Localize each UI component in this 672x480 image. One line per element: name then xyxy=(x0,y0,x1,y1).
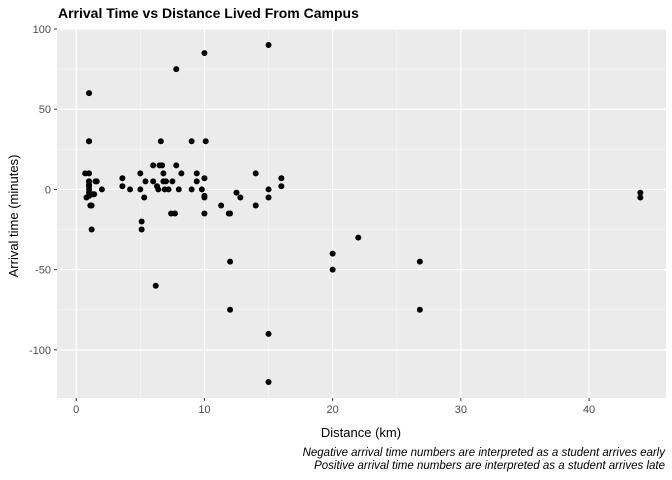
data-point xyxy=(157,138,164,145)
data-point xyxy=(188,138,195,145)
data-point xyxy=(329,250,336,257)
data-point xyxy=(142,178,149,185)
data-point xyxy=(278,183,285,190)
data-point xyxy=(278,175,285,182)
data-point xyxy=(265,42,272,49)
data-point xyxy=(173,162,180,169)
data-point xyxy=(165,186,172,193)
data-point xyxy=(188,186,195,193)
data-point xyxy=(355,234,362,241)
data-point xyxy=(201,194,208,201)
data-point xyxy=(138,226,145,233)
data-point xyxy=(178,170,185,177)
data-point xyxy=(201,50,208,57)
data-point xyxy=(155,186,162,193)
x-tick-label: 0 xyxy=(73,404,79,416)
y-tick-label: 50 xyxy=(39,104,51,116)
x-tick-label: 40 xyxy=(583,404,595,416)
x-axis-ticks: 0 10 20 30 40 xyxy=(73,398,595,416)
data-point xyxy=(150,178,157,185)
data-point xyxy=(218,202,225,209)
data-point xyxy=(86,170,93,177)
data-point xyxy=(150,162,157,169)
data-point xyxy=(198,186,205,193)
y-tick-label: 100 xyxy=(33,24,51,36)
data-point xyxy=(265,194,272,201)
x-tick-label: 20 xyxy=(327,404,339,416)
data-point xyxy=(86,90,93,97)
data-point xyxy=(159,162,166,169)
data-point xyxy=(201,175,208,182)
data-point xyxy=(173,66,180,73)
data-point xyxy=(237,194,244,201)
data-point xyxy=(162,178,169,185)
data-point xyxy=(265,330,272,337)
caption-line-early: Negative arrival time numbers are interp… xyxy=(303,447,667,459)
data-point xyxy=(201,210,208,217)
data-point xyxy=(252,170,259,177)
caption-line-late: Positive arrival time numbers are interp… xyxy=(314,460,665,472)
y-tick-label: -100 xyxy=(29,345,51,357)
data-point xyxy=(637,194,644,201)
data-point xyxy=(227,258,234,265)
data-points xyxy=(82,42,644,385)
data-point xyxy=(329,266,336,273)
x-tick-label: 10 xyxy=(198,404,210,416)
data-point xyxy=(175,186,182,193)
data-point xyxy=(637,189,644,196)
data-point xyxy=(227,306,234,313)
data-point xyxy=(88,226,95,233)
data-point xyxy=(193,178,200,185)
data-point xyxy=(91,191,98,198)
x-tick-label: 30 xyxy=(455,404,467,416)
data-point xyxy=(171,210,178,217)
data-point xyxy=(93,178,100,185)
data-point xyxy=(252,202,259,209)
data-point xyxy=(86,138,93,145)
y-axis-ticks: -100 -50 0 50 100 xyxy=(29,24,57,357)
data-point xyxy=(137,170,144,177)
data-point xyxy=(127,186,134,193)
chart-title: Arrival Time vs Distance Lived From Camp… xyxy=(58,5,359,21)
major-gridlines xyxy=(57,28,666,398)
data-point xyxy=(416,306,423,313)
data-point xyxy=(98,186,105,193)
data-point xyxy=(193,170,200,177)
data-point xyxy=(227,210,234,217)
y-tick-label: 0 xyxy=(45,184,51,196)
x-axis-label: Distance (km) xyxy=(321,425,401,440)
data-point xyxy=(202,138,209,145)
data-point xyxy=(265,378,272,385)
data-point xyxy=(169,178,176,185)
data-point xyxy=(137,186,144,193)
data-point xyxy=(87,202,94,209)
data-point xyxy=(141,194,148,201)
y-tick-label: -50 xyxy=(35,265,51,277)
data-point xyxy=(86,178,93,185)
data-point xyxy=(119,183,126,190)
data-point xyxy=(152,282,159,289)
data-point xyxy=(416,258,423,265)
data-point xyxy=(233,189,240,196)
data-point xyxy=(265,186,272,193)
plot-panel xyxy=(57,29,666,398)
y-axis-label: Arrival time (minutes) xyxy=(6,155,21,278)
data-point xyxy=(160,170,167,177)
minor-gridlines xyxy=(57,29,666,398)
data-point xyxy=(119,175,126,182)
data-point xyxy=(138,218,145,225)
